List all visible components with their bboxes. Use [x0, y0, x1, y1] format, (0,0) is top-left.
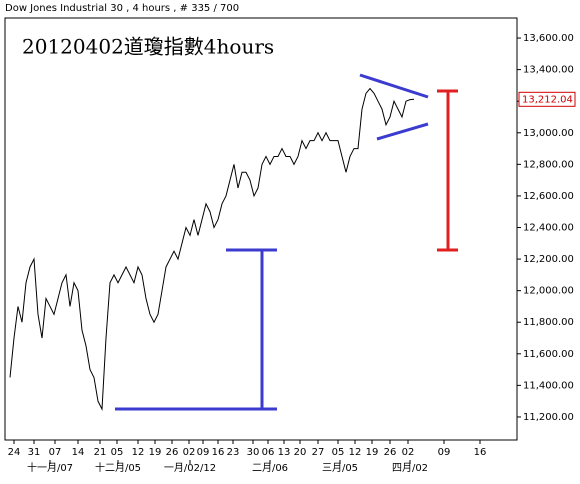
x-tick-label: 30 — [247, 447, 260, 458]
x-tick-label: 12 — [132, 447, 145, 458]
last-price-box — [518, 91, 576, 107]
x-tick-label: 14 — [72, 447, 85, 458]
x-tick-label: 24 — [8, 447, 21, 458]
x-tick-label: 26 — [166, 447, 179, 458]
x-tick-label: 13 — [278, 447, 291, 458]
y-tick-label: 12,200.00 — [523, 254, 574, 265]
y-tick-label: 13,600.00 — [523, 33, 574, 44]
y-tick-label: 11,200.00 — [523, 412, 574, 423]
month-tick-label: 三月/05 — [322, 462, 358, 474]
y-tick-label: 13,400.00 — [523, 65, 574, 76]
y-tick-label: 11,800.00 — [523, 317, 574, 328]
x-tick-label: 09 — [197, 447, 210, 458]
month-tick-label: 一月/02/12 — [164, 462, 216, 474]
x-tick-label: 19 — [366, 447, 379, 458]
y-tick-label: 12,000.00 — [523, 286, 574, 297]
month-tick-label: 四月/02 — [392, 462, 428, 474]
trend-line — [359, 73, 429, 99]
x-tick-label: 20 — [294, 447, 307, 458]
x-tick-label: 23 — [227, 447, 240, 458]
last-price-label: 13,212.04 — [522, 94, 573, 105]
x-tick-label: 07 — [49, 447, 62, 458]
y-tick-label: 13,000.00 — [523, 128, 574, 139]
trend-line — [376, 122, 429, 141]
y-tick-label: 12,800.00 — [523, 159, 574, 170]
plot-frame — [4, 17, 518, 441]
x-tick-label: 19 — [149, 447, 162, 458]
x-tick-label: 02 — [183, 447, 196, 458]
x-tick-label: 16 — [474, 447, 487, 458]
month-tick-label: 二月/06 — [252, 462, 288, 474]
x-tick-label: 06 — [262, 447, 275, 458]
annotations — [115, 73, 458, 411]
y-tick-label: 11,400.00 — [523, 380, 574, 391]
y-tick-label: 12,400.00 — [523, 223, 574, 234]
x-tick-label: 16 — [212, 447, 225, 458]
x-tick-label: 21 — [94, 447, 107, 458]
month-tick-label: 十一月/07 — [27, 461, 73, 474]
month-tick-label: 十二月/05 — [95, 461, 141, 474]
x-tick-label: 05 — [332, 447, 345, 458]
x-tick-label: 26 — [384, 447, 397, 458]
x-tick-label: 05 — [111, 447, 124, 458]
x-tick-label: 27 — [312, 447, 325, 458]
x-tick-label: 09 — [438, 447, 451, 458]
x-tick-label: 02 — [402, 447, 415, 458]
y-tick-label: 12,600.00 — [523, 191, 574, 202]
y-tick-label: 11,600.00 — [523, 349, 574, 360]
price-line — [9, 87, 415, 411]
x-tick-label: 12 — [349, 447, 362, 458]
chart-title: 20120402道瓊指數4hours — [22, 35, 274, 59]
header: Dow Jones Industrial 30 , 4 hours , # 33… — [5, 3, 239, 14]
x-tick-label: 31 — [28, 447, 41, 458]
